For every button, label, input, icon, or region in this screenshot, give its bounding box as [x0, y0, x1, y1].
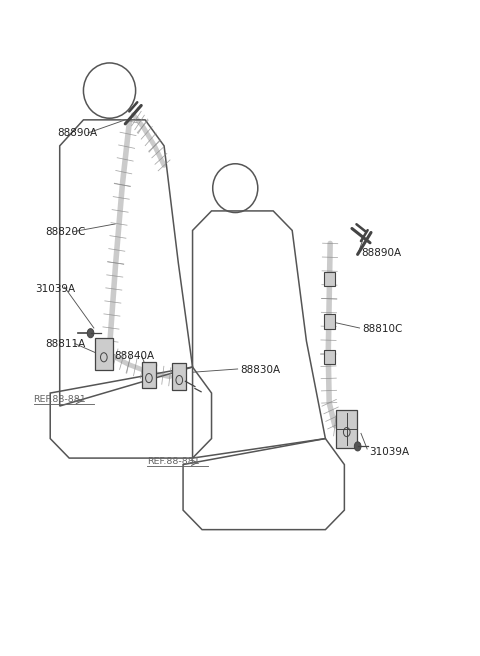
Circle shape	[354, 442, 361, 451]
FancyBboxPatch shape	[336, 409, 357, 448]
Text: 88890A: 88890A	[57, 128, 97, 138]
Text: 31039A: 31039A	[369, 447, 409, 457]
Text: 88811A: 88811A	[46, 338, 86, 348]
FancyBboxPatch shape	[95, 338, 113, 370]
FancyBboxPatch shape	[324, 272, 336, 287]
FancyBboxPatch shape	[324, 350, 336, 365]
Text: REF.88-881: REF.88-881	[34, 395, 86, 404]
Text: REF.88-881: REF.88-881	[147, 457, 200, 466]
Text: 31039A: 31039A	[35, 284, 75, 294]
FancyBboxPatch shape	[172, 363, 186, 390]
FancyBboxPatch shape	[324, 314, 336, 329]
Text: 88820C: 88820C	[46, 227, 86, 237]
Circle shape	[87, 329, 94, 338]
FancyBboxPatch shape	[142, 362, 156, 388]
Text: 88830A: 88830A	[240, 365, 280, 375]
Text: 88810C: 88810C	[362, 324, 403, 335]
Text: 88840A: 88840A	[114, 351, 155, 361]
Text: 88890A: 88890A	[361, 248, 401, 258]
